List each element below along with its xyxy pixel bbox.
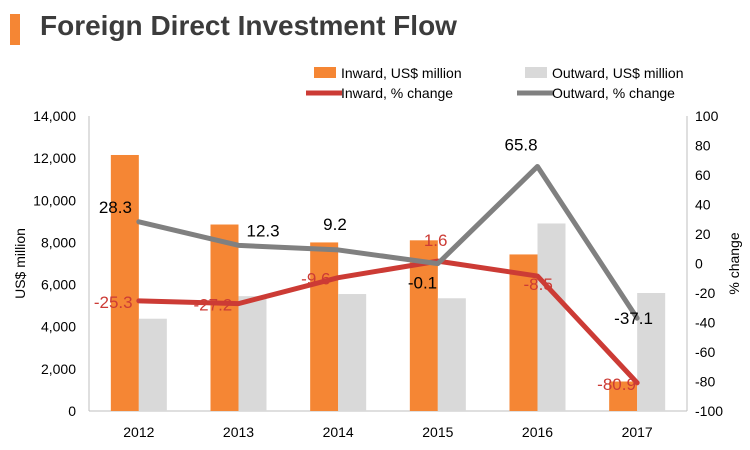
inward-pct-label: -27.2 <box>194 296 233 315</box>
outward-bar <box>138 318 167 411</box>
inward-pct-line <box>136 258 640 386</box>
inward-pct-label: -9.6 <box>301 270 330 289</box>
inward-bar <box>509 254 538 411</box>
y-tick-label: 14,000 <box>33 108 76 124</box>
outward-pct-label: 12.3 <box>247 221 280 240</box>
x-tick-label: 2015 <box>422 424 453 440</box>
outward-pct-label: -0.1 <box>408 274 437 293</box>
outward-pct-label: 9.2 <box>323 215 347 234</box>
legend-swatch <box>314 67 336 78</box>
legend-label: Inward, US$ million <box>341 65 462 81</box>
legend-label: Inward, % change <box>341 85 453 101</box>
inward-pct-label: -8.5 <box>524 275 553 294</box>
chart-title: Foreign Direct Investment Flow <box>40 10 457 41</box>
inward-bar <box>210 224 239 411</box>
y2-tick-label: 100 <box>695 108 719 124</box>
y2-tick-label: -80 <box>695 374 715 390</box>
title-accent-bar <box>10 14 20 45</box>
y-tick-label: 4,000 <box>41 319 76 335</box>
x-tick-label: 2016 <box>522 424 553 440</box>
outward-bar <box>238 296 267 411</box>
inward-bar <box>409 240 438 411</box>
inward-pct-label: -80.9 <box>597 375 636 394</box>
inward-pct-label: 1.6 <box>424 231 448 250</box>
legend-swatch <box>525 67 547 78</box>
inward-pct-label: -25.3 <box>94 293 133 312</box>
y2-tick-label: -40 <box>695 315 715 331</box>
x-tick-label: 2014 <box>323 424 354 440</box>
x-tick-label: 2012 <box>123 424 154 440</box>
inward-bar <box>110 154 139 411</box>
y2-tick-label: 40 <box>695 197 711 213</box>
y-tick-label: 8,000 <box>41 234 76 250</box>
y-tick-label: 0 <box>68 403 76 419</box>
x-tick-label: 2013 <box>223 424 254 440</box>
outward-bar <box>537 223 566 411</box>
y-tick-label: 6,000 <box>41 277 76 293</box>
legend-label: Outward, % change <box>552 85 675 101</box>
outward-pct-label: -37.1 <box>614 309 653 328</box>
y2-tick-label: 80 <box>695 138 711 154</box>
inward-bar <box>609 381 638 411</box>
y2-tick-label: -60 <box>695 344 715 360</box>
legend-label: Outward, US$ million <box>552 65 684 81</box>
y-tick-label: 10,000 <box>33 192 76 208</box>
y2-tick-label: -100 <box>695 403 723 419</box>
y2-tick-label: 0 <box>695 256 703 272</box>
y2-tick-label: 20 <box>695 226 711 242</box>
outward-bar <box>637 293 666 411</box>
x-tick-label: 2017 <box>622 424 653 440</box>
y2-tick-label: -20 <box>695 285 715 301</box>
outward-bar <box>437 298 466 411</box>
y-tick-label: 12,000 <box>33 150 76 166</box>
outward-pct-line <box>136 163 640 321</box>
outward-bar <box>338 294 367 411</box>
y2-axis-title: % change <box>726 232 742 294</box>
inward-bar <box>310 242 339 411</box>
y-axis-title: US$ million <box>12 228 28 299</box>
outward-pct-label: 65.8 <box>505 135 538 154</box>
y-tick-label: 2,000 <box>41 361 76 377</box>
y2-tick-label: 60 <box>695 167 711 183</box>
outward-pct-label: 28.3 <box>99 198 132 217</box>
